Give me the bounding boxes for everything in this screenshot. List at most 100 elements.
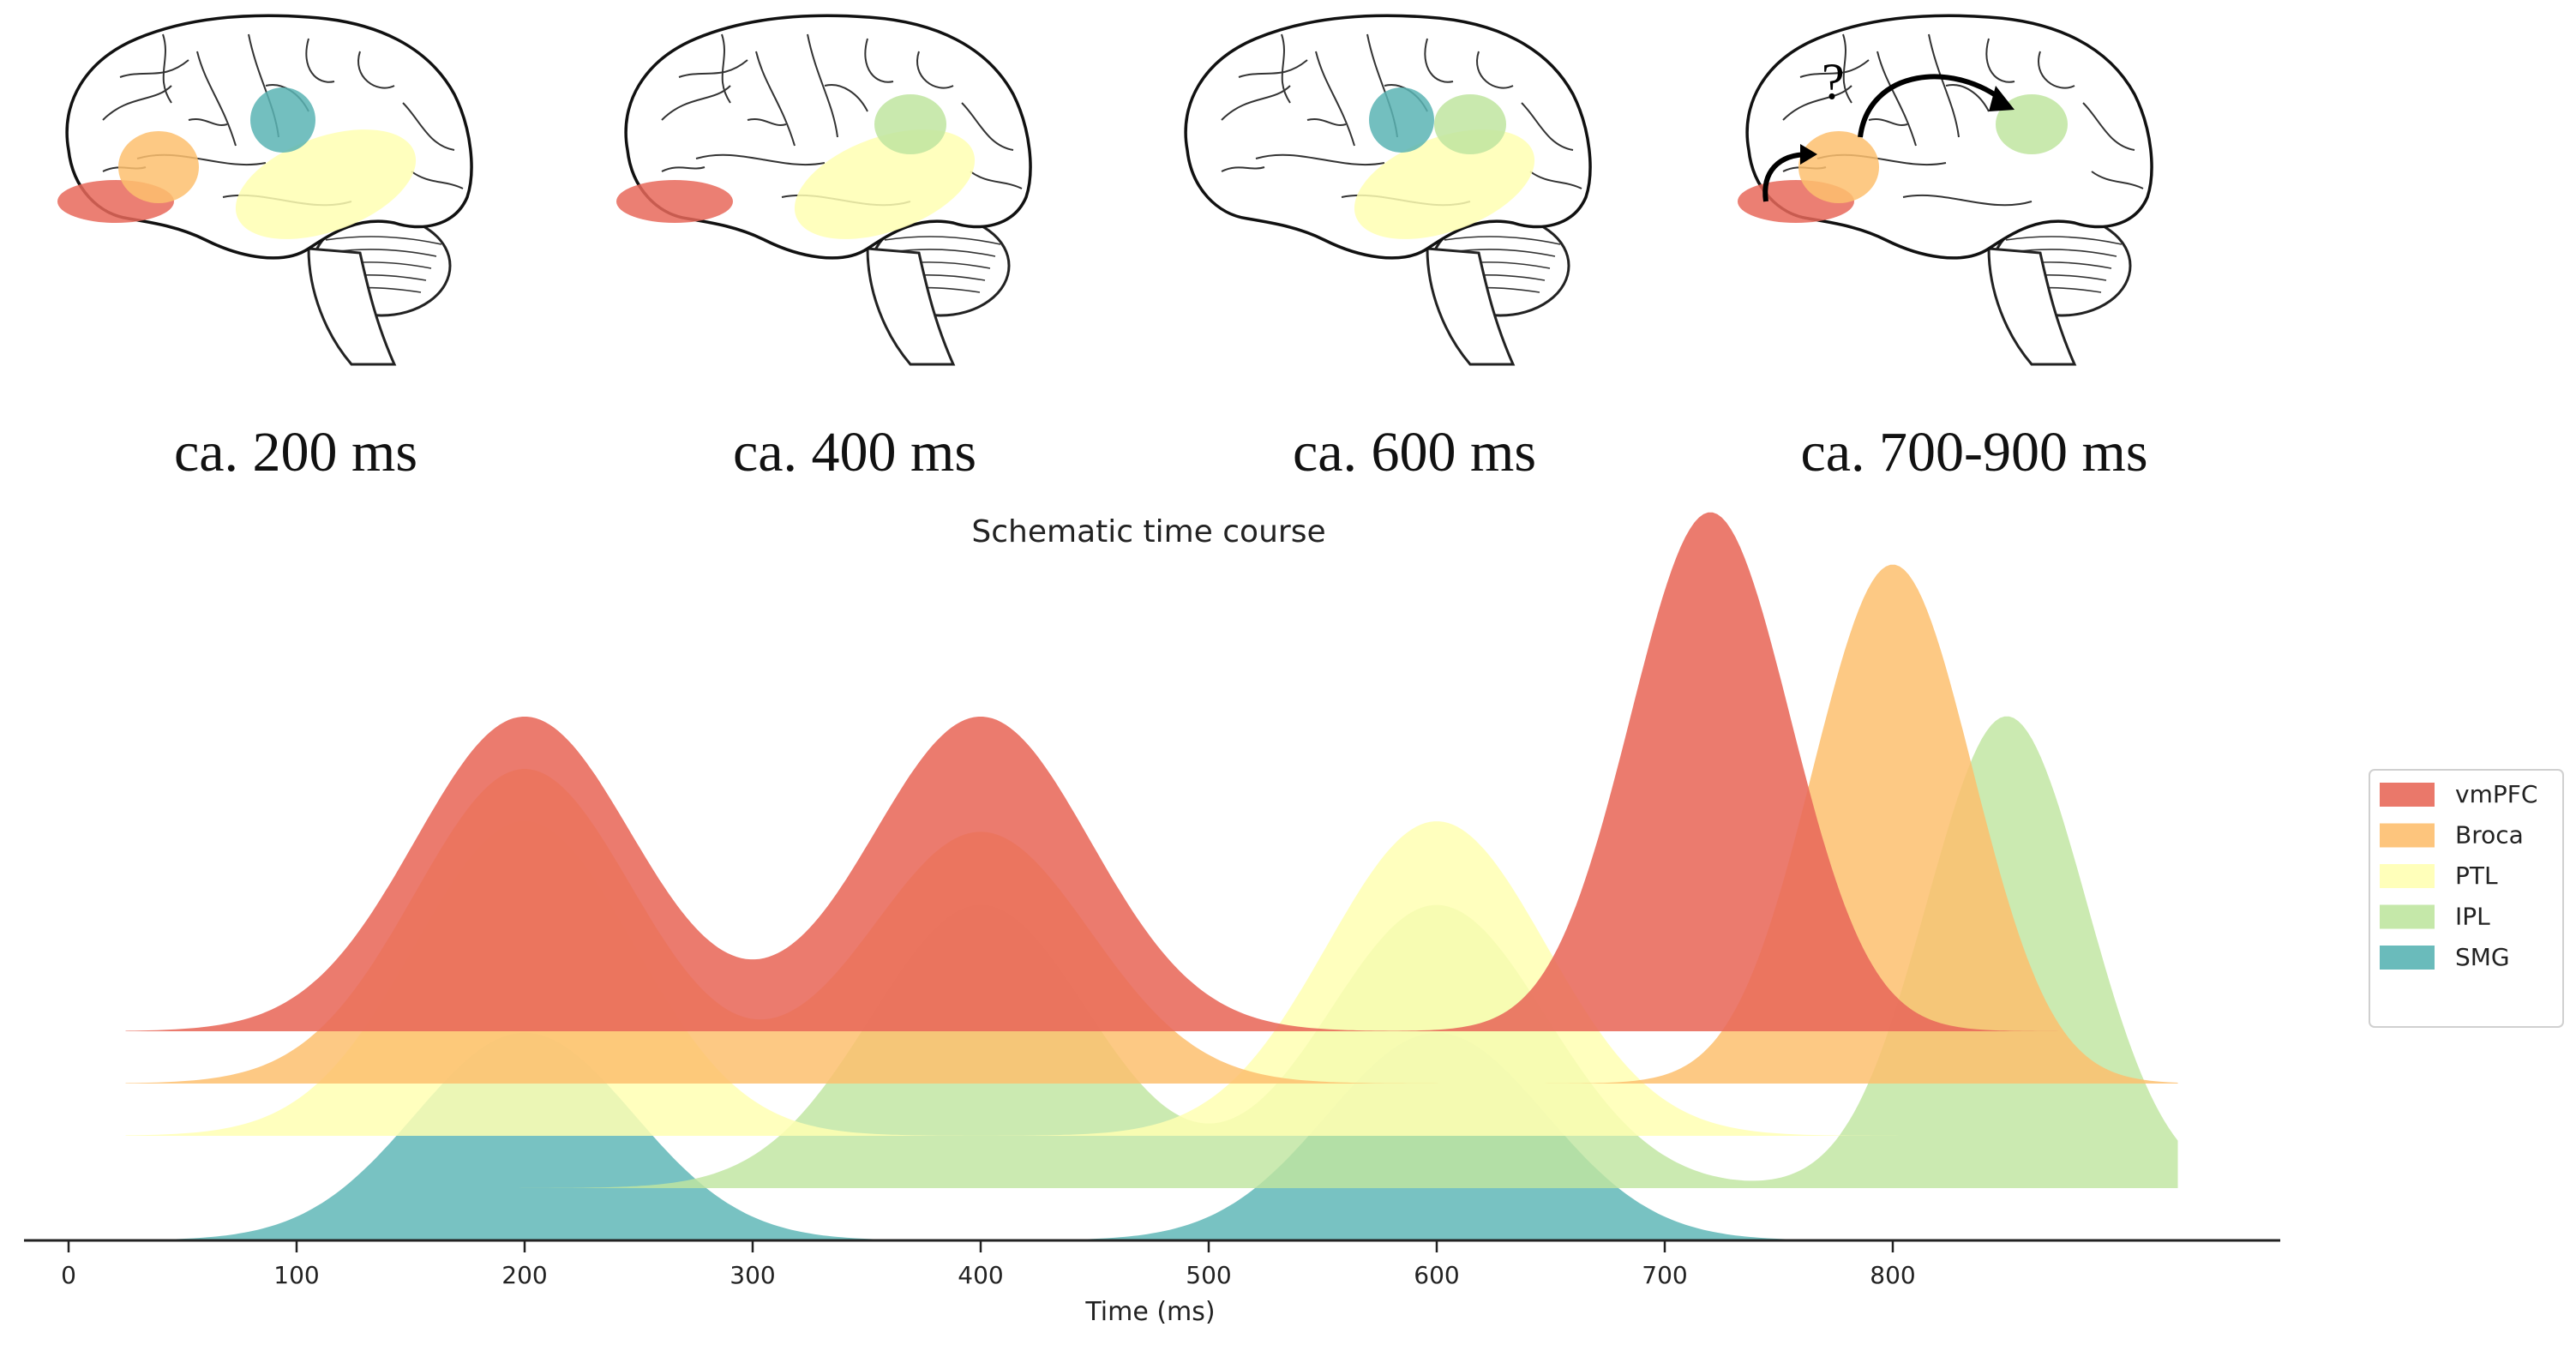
x-tick-label: 400 <box>958 1261 1003 1289</box>
brain-sulcus <box>807 33 838 138</box>
x-tick-label: 700 <box>1642 1261 1687 1289</box>
panel-caption-3: ca. 600 ms <box>1292 421 1537 483</box>
legend-label-ipl: IPL <box>2455 903 2490 931</box>
region-ipl <box>1434 94 1506 154</box>
legend-label-ptl: PTL <box>2455 862 2498 890</box>
legend-swatch-broca <box>2380 823 2435 848</box>
brain-panel-1 <box>51 0 531 514</box>
brain-illustration: ? <box>1738 14 2153 366</box>
region-ptl <box>1354 129 1535 239</box>
cerebellum-fold <box>325 236 442 245</box>
brain-sulcus <box>970 171 1023 189</box>
brain-sulcus <box>357 51 395 89</box>
x-tick-label: 200 <box>501 1261 547 1289</box>
legend-label-vmpfc: vmPFC <box>2455 780 2537 808</box>
legend-swatch-smg <box>2380 946 2435 970</box>
brain-sulcus <box>864 38 894 83</box>
arrowhead-icon <box>1989 86 2015 111</box>
panel-caption-2: ca. 400 ms <box>732 421 977 483</box>
panel-caption-1: ca. 200 ms <box>173 421 418 483</box>
region-smg <box>250 87 315 153</box>
area-vmpfc <box>125 512 2178 1031</box>
brain-sulcus <box>747 117 787 127</box>
brain-sulcus <box>2082 102 2135 151</box>
brain-sulcus <box>1928 33 1960 138</box>
brain-sulcus <box>1868 117 1908 127</box>
legend-swatch-vmpfc <box>2380 783 2435 807</box>
legend-swatch-ptl <box>2380 864 2435 888</box>
brain-sulcus <box>1985 38 2015 83</box>
brain-sulcus <box>1255 153 1385 166</box>
brain-sulcus <box>1521 102 1574 151</box>
question-mark-annotation: ? <box>1822 53 1845 110</box>
brain-sulcus <box>1281 33 1291 104</box>
area-broca <box>125 564 2178 1084</box>
brain-sulcus <box>1529 171 1582 189</box>
legend-swatch-ipl <box>2380 904 2435 929</box>
series-areas <box>125 512 2178 1240</box>
legend-frame <box>2369 769 2564 1028</box>
arrowhead-icon <box>1800 144 1817 165</box>
brain-sulcus <box>305 38 335 83</box>
brainstem-shape <box>1987 247 2077 366</box>
region-broca <box>118 131 199 203</box>
brain-sulcus <box>2038 51 2075 89</box>
brain-sulcus <box>1945 84 1990 112</box>
brain-sulcus <box>1424 38 1454 83</box>
region-vmpfc <box>616 180 733 223</box>
brain-sulcus <box>961 102 1014 151</box>
brain-sulcus <box>678 59 748 78</box>
x-axis-ticks: 0 100 200 300 400 500 600 700 800 <box>61 1240 1916 1289</box>
legend-label-broca: Broca <box>2455 821 2524 850</box>
brain-sulcus <box>661 166 706 172</box>
brain-panel-4: ? <box>1732 0 2212 514</box>
legend: vmPFC Broca PTL IPL SMG <box>2369 769 2564 1028</box>
area-ptl <box>125 821 2178 1136</box>
chart-title: Schematic time course <box>971 514 1325 549</box>
x-tick-label: 600 <box>1414 1261 1459 1289</box>
cerebellum-fold <box>884 236 1001 245</box>
brain-illustration <box>1184 14 1592 366</box>
brain-sulcus <box>411 171 464 189</box>
region-smg <box>1369 87 1434 153</box>
arrow-vmpfc-to-broca <box>1762 152 1810 202</box>
brain-sulcus <box>1315 51 1355 147</box>
x-tick-label: 0 <box>61 1261 76 1289</box>
brain-sulcus <box>1476 51 1514 89</box>
brain-sulcus <box>1221 166 1265 172</box>
x-tick-label: 500 <box>1186 1261 1231 1289</box>
brain-sulcus <box>916 51 954 89</box>
x-tick-label: 800 <box>1870 1261 1915 1289</box>
area-smg <box>125 1032 2178 1240</box>
brain-sulcus <box>1876 51 1917 147</box>
arrow-broca-to-ipl <box>1858 74 2008 138</box>
brain-sulcus <box>402 102 455 151</box>
cerebellum-fold <box>1444 236 1561 245</box>
brain-sulcus <box>1799 59 1870 78</box>
brain-panel-2 <box>610 0 1090 514</box>
brain-sulcus <box>824 84 868 112</box>
brain-sulcus <box>695 153 826 166</box>
brain-sulcus <box>119 59 189 78</box>
brain-sulcus <box>162 33 172 104</box>
region-broca <box>1798 131 1879 203</box>
brain-illustration <box>57 14 473 366</box>
legend-label-smg: SMG <box>2455 943 2510 971</box>
region-ptl <box>794 129 976 239</box>
region-ipl <box>874 94 946 154</box>
brain-sulcus <box>721 33 731 104</box>
brain-sulcus <box>1306 117 1347 127</box>
x-tick-label: 300 <box>730 1261 775 1289</box>
brain-sulcus <box>196 51 237 147</box>
brain-sulcus <box>1902 194 2033 207</box>
x-axis-label: Time (ms) <box>1084 1297 1215 1327</box>
x-tick-label: 100 <box>273 1261 319 1289</box>
brain-sulcus <box>755 51 796 147</box>
cerebellum-fold <box>2005 236 2123 245</box>
brain-panel-3 <box>1170 0 1650 514</box>
brain-sulcus <box>1842 33 1852 104</box>
brainstem-shape <box>307 247 397 366</box>
panel-caption-4: ca. 700-900 ms <box>1800 421 2148 483</box>
area-ipl <box>125 716 2178 1188</box>
